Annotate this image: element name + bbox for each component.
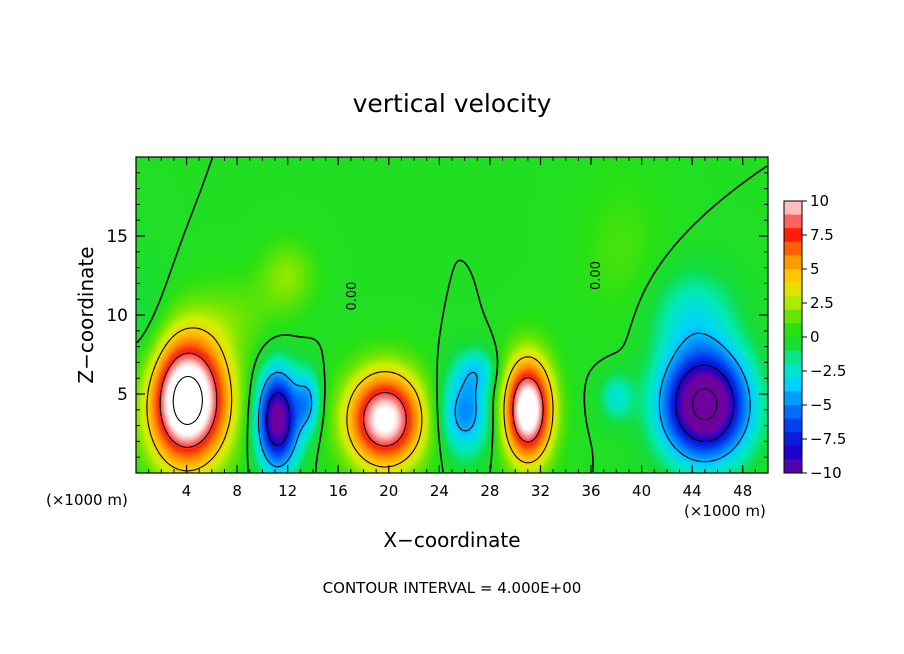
colorbar-swatch [784,377,802,392]
colorbar-swatch [784,459,802,474]
x-tick-label: 12 [278,482,297,500]
colorbar-label: −7.5 [810,430,846,448]
colorbar-label: 0 [810,328,820,346]
x-unit-right: (×1000 m) [684,502,766,520]
x-tick-label: 16 [329,482,348,500]
contour-line [266,364,735,447]
y-tick-label: 5 [117,385,128,405]
colorbar-label: −2.5 [810,362,846,380]
contour-line [159,352,544,448]
colorbar-swatch [784,241,802,256]
y-tick-label: 10 [106,306,128,326]
colorbar-label: 10 [810,192,829,210]
colorbar-swatch [784,201,802,216]
colorbar-swatch [784,432,802,447]
contour-lines [136,157,768,473]
x-tick-label: 40 [632,482,651,500]
colorbar-swatch [784,228,802,243]
contour-label: 0.00 [345,282,360,311]
colorbar-label: 7.5 [810,226,834,244]
x-unit-left: (×1000 m) [46,491,128,509]
chart-title: vertical velocity [353,89,552,118]
colorbar [783,200,807,474]
colorbar-swatch [784,323,802,338]
contour-line [692,388,718,421]
colorbar-swatch [784,255,802,270]
contour-line [257,332,751,468]
x-tick-label: 44 [683,482,702,500]
x-axis-label: X−coordinate [383,528,520,552]
y-axis-label: Z−coordinate [74,246,98,383]
colorbar-label: −5 [810,396,832,414]
x-tick-label: 32 [531,482,550,500]
colorbar-swatch [784,337,802,352]
colorbar-label: 2.5 [810,294,834,312]
y-axis-ticks: 5 10 15 [106,172,768,458]
contour-line [172,375,203,426]
colorbar-swatch [784,296,802,311]
x-axis-ticks: 4 8 12 16 20 24 28 32 36 40 44 48 [148,157,756,500]
colorbar-swatch [784,364,802,379]
contour-labels: 0.00 0.00 [345,261,604,310]
colorbar-swatch [784,445,802,460]
contour-label: 0.00 [589,261,604,290]
colorbar-swatch [784,269,802,284]
x-tick-label: 4 [182,482,192,500]
colorbar-labels: 10 7.5 5 2.5 0 −2.5 −5 −7.5 −10 [810,192,846,482]
x-tick-label: 24 [430,482,449,500]
colorbar-swatch [784,350,802,365]
colorbar-label: −10 [810,464,842,482]
x-tick-label: 28 [480,482,499,500]
x-tick-label: 48 [733,482,752,500]
colorbar-swatch [784,405,802,420]
contour-line [146,327,554,472]
x-tick-label: 36 [581,482,600,500]
y-tick-label: 15 [106,227,128,247]
heatmap-field [136,157,768,473]
x-tick-label: 20 [379,482,398,500]
colorbar-swatch [784,391,802,406]
colorbar-swatch [784,214,802,229]
colorbar-swatch [784,282,802,297]
colorbar-swatch [784,418,802,433]
x-tick-label: 8 [232,482,242,500]
colorbar-label: 5 [810,260,820,278]
colorbar-swatch [784,309,802,324]
footer-contour-interval: CONTOUR INTERVAL = 4.000E+00 [323,579,582,597]
